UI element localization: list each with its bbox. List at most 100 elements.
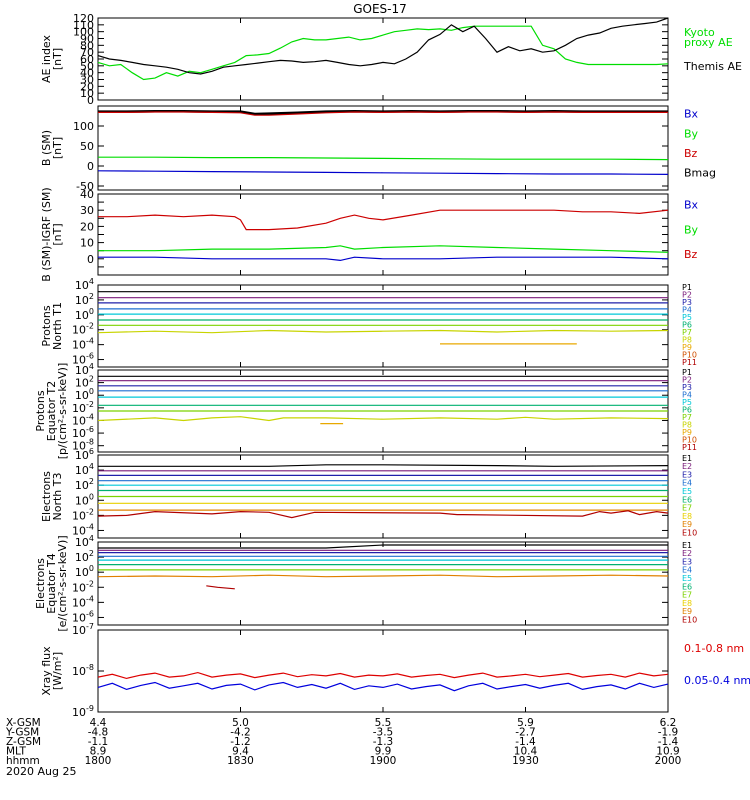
time-axis-value: 1800: [85, 755, 112, 767]
series-by: [98, 245, 669, 253]
y-tick-label: 0: [87, 160, 94, 173]
series-0-1-0-8-nm: [97, 671, 669, 680]
y-tick-label: 104: [75, 277, 94, 292]
y-tick-label: 0: [87, 94, 94, 107]
series-e10: [97, 510, 669, 519]
panel-frame: [97, 193, 669, 276]
y-tick-label: 70: [80, 46, 94, 59]
time-axis-value: 1930: [512, 755, 539, 767]
y-tick-label: 0: [87, 253, 94, 266]
y-tick-label: 100: [75, 564, 94, 579]
y-tick-label: 80: [80, 39, 94, 52]
legend-entry: P5: [682, 398, 692, 407]
y-tick-label: 50: [80, 140, 94, 153]
legend-entry: P1: [682, 368, 692, 377]
time-axis-value: 9.4: [232, 746, 249, 758]
legend-entry: E4: [682, 479, 692, 488]
y-tick-label: 104: [75, 462, 94, 477]
legend-entry: P11: [682, 443, 697, 452]
y-tick-label: 40: [80, 67, 94, 80]
y-tick-label: 10-4: [72, 594, 94, 609]
legend-entry: E9: [682, 520, 692, 529]
time-axis-row-name: Z-GSM: [6, 736, 41, 748]
legend-entry: E1: [682, 541, 692, 550]
y-axis-label: [nT]: [51, 48, 64, 70]
legend-entry: P5: [682, 313, 692, 322]
time-axis-value: 2000: [655, 755, 682, 767]
time-axis-value: 4.4: [90, 717, 107, 729]
legend-entry: P6: [682, 405, 692, 414]
series-bx: [97, 170, 669, 175]
y-tick-label: 30: [80, 204, 94, 217]
date-label: 2020 Aug 25: [6, 765, 76, 778]
series-e1: [98, 544, 668, 549]
time-axis-row-name: Y-GSM: [5, 727, 39, 739]
series-p8: [97, 329, 669, 334]
series-bz: [98, 111, 668, 116]
y-tick-label: 102: [75, 292, 94, 307]
time-axis-value: 10.4: [514, 746, 538, 758]
y-tick-label: 20: [80, 80, 94, 93]
legend-entry: 0.1-0.8 nm: [684, 642, 744, 655]
legend-entry: E10: [682, 616, 697, 625]
time-axis-value: -1.3: [373, 736, 394, 748]
y-tick-label: 20: [80, 220, 94, 233]
y-tick-label: 104: [75, 534, 94, 549]
legend-entry: E3: [682, 557, 692, 566]
y-axis-label: Equator T2: [45, 381, 58, 441]
y-tick-label: 100: [73, 120, 94, 133]
legend-entry: Bx: [684, 199, 699, 212]
legend-entry: P2: [682, 291, 692, 300]
y-tick-label: 100: [73, 26, 94, 39]
y-tick-label: 106: [75, 447, 94, 462]
legend-entry: Kyoto: [684, 26, 715, 39]
time-axis-value: -3.5: [373, 727, 394, 739]
series-by: [98, 156, 669, 161]
y-tick-label: 100: [75, 307, 94, 322]
series-kyoto-proxy-ae: [97, 25, 669, 81]
legend-entry: E10: [682, 529, 697, 538]
y-tick-label: 30: [80, 74, 94, 87]
legend-entry: P7: [682, 328, 692, 337]
panel-pe: 10-810-610-410-2100102104ProtonsEquator …: [34, 362, 697, 459]
legend-entry: E5: [682, 487, 692, 496]
y-tick-label: 120: [73, 12, 94, 25]
y-axis-label: B (SM): [40, 130, 53, 166]
time-axis-row-name: MLT: [6, 746, 26, 758]
plot-title: GOES-17: [353, 2, 407, 16]
time-axis-row-name: hhmm: [6, 755, 40, 767]
y-axis-label: B (SM)-IGRF (SM): [40, 187, 53, 281]
time-axis-value: -1.9: [658, 727, 679, 739]
series-p8: [97, 416, 669, 422]
legend-entry: P9: [682, 428, 692, 437]
time-axis-value: 8.9: [90, 746, 107, 758]
legend-entry: By: [684, 127, 699, 140]
y-tick-label: 10: [80, 237, 94, 250]
legend-entry: Bz: [684, 248, 698, 261]
legend-entry: Bz: [684, 147, 698, 160]
panel-bsm: -50 0 50 100 B (SM)[nT] Bx By Bz Bmag: [40, 105, 716, 193]
legend-entry: P6: [682, 320, 692, 329]
y-tick-label: 50: [80, 60, 94, 73]
legend-entry: P11: [682, 358, 697, 367]
time-axis-value: 10.9: [656, 746, 679, 758]
y-tick-label: 10-8: [72, 663, 94, 678]
y-axis-label: Electrons: [40, 471, 53, 522]
legend-entry: 0.05-0.4 nm: [684, 674, 750, 687]
y-tick-label: 10-2: [72, 579, 94, 594]
legend-entry: E4: [682, 566, 692, 575]
series-bmag: [98, 109, 668, 116]
legend-entry: By: [684, 223, 699, 236]
legend-entry: E7: [682, 504, 692, 513]
legend-entry: Themis AE: [683, 60, 742, 73]
legend-entry: E8: [682, 599, 692, 608]
legend-entry: P3: [682, 383, 692, 392]
y-tick-label: 102: [75, 549, 94, 564]
legend-entry: E1: [682, 454, 692, 463]
legend-entry: P4: [682, 391, 692, 400]
y-axis-label: North T3: [51, 473, 64, 521]
